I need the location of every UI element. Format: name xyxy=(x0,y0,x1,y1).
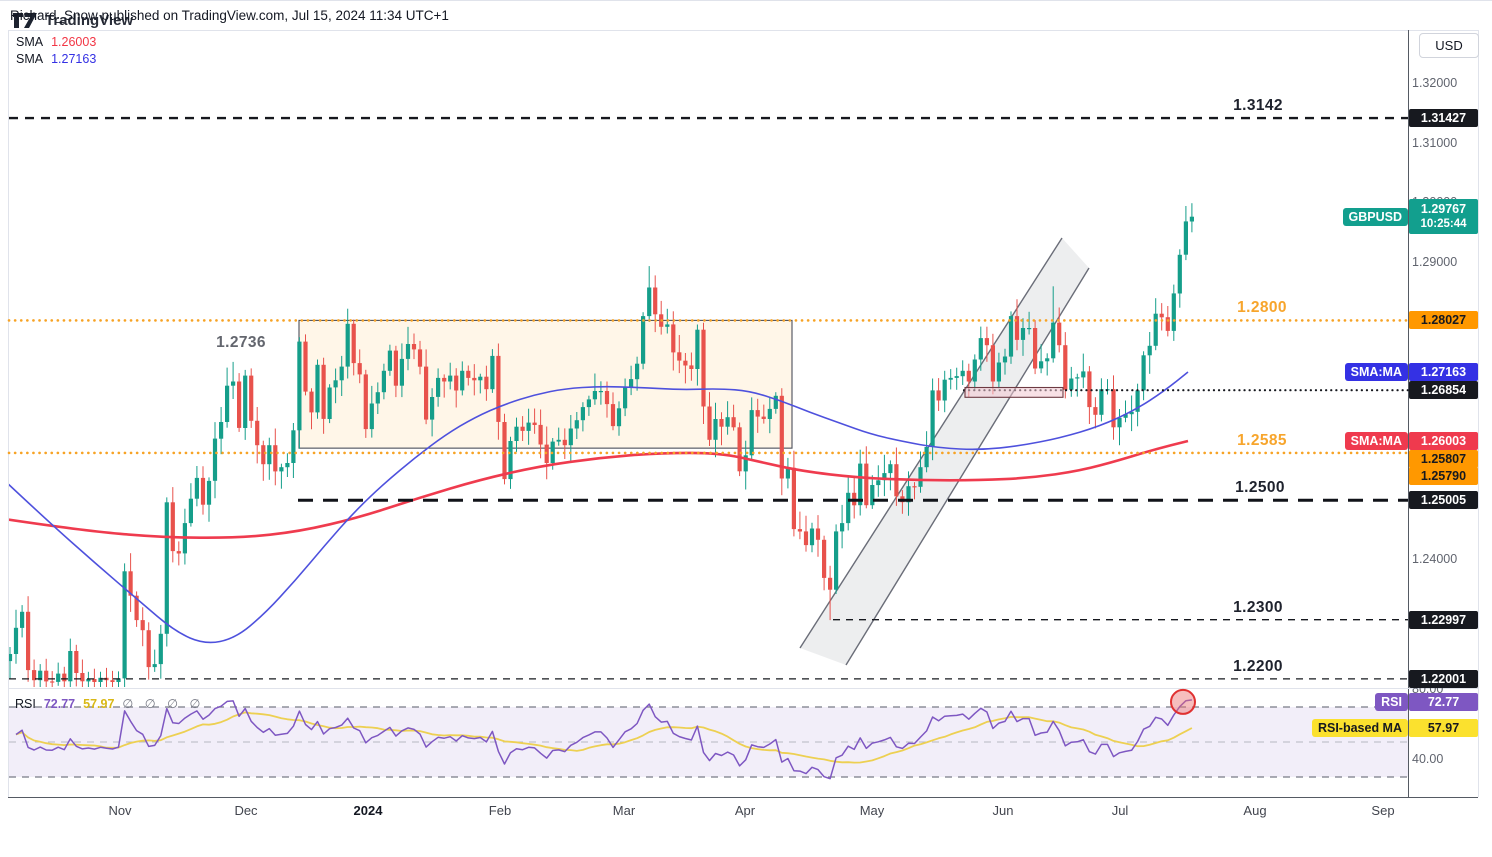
rsi-label: RSI xyxy=(15,697,36,711)
price-tick: 1.24000 xyxy=(1412,552,1458,566)
chart-top-border xyxy=(8,30,1478,31)
sma-legend-row: SMA 1.27163 xyxy=(16,51,96,67)
rsi-peak-circle[interactable] xyxy=(1170,688,1196,715)
indicator-legend[interactable]: SMA 1.26003 SMA 1.27163 xyxy=(16,34,96,68)
series-label-sma-ma: SMA:MA xyxy=(1344,362,1408,381)
time-tick-Feb: Feb xyxy=(488,803,512,818)
price-axis-right-border xyxy=(1478,30,1479,797)
time-tick-Aug: Aug xyxy=(1243,803,1267,818)
time-axis-border xyxy=(8,797,1478,798)
horizontal-level-lines[interactable] xyxy=(7,116,1410,680)
rsi-ma-value: 57.97 xyxy=(83,697,115,711)
rsi-value: 72.77 xyxy=(43,697,76,711)
tradingview-logo-text: TradingView xyxy=(45,12,134,29)
time-tick-Jul: Jul xyxy=(1111,803,1129,818)
sma-legend-row: SMA 1.26003 xyxy=(16,34,96,50)
price-axis-label-1.25005: 1.25005 xyxy=(1409,491,1478,510)
price-axis-label-1.29767: 1.29767 10:25:44 xyxy=(1409,199,1478,235)
price-axis-border xyxy=(1408,30,1409,797)
price-axis-label-1.28027: 1.28027 xyxy=(1409,311,1478,330)
level-label-1.2500: 1.2500 xyxy=(1235,479,1285,497)
price-axis-label-72.77: 72.77 xyxy=(1409,693,1478,712)
sma-label: SMA xyxy=(16,52,44,66)
sma-50-line[interactable] xyxy=(8,371,1189,644)
time-tick-Jun: Jun xyxy=(992,803,1014,818)
rsi-line[interactable] xyxy=(15,699,1192,780)
time-tick-Dec: Dec xyxy=(234,803,258,818)
level-label-1.2585: 1.2585 xyxy=(1237,431,1287,449)
time-tick-Nov: Nov xyxy=(108,803,132,818)
currency-toggle-button[interactable]: USD xyxy=(1419,33,1479,58)
time-tick-Mar: Mar xyxy=(612,803,636,818)
level-label-1.2200: 1.2200 xyxy=(1233,657,1283,675)
series-label-rsi: RSI xyxy=(1375,693,1408,712)
chart-left-border xyxy=(8,30,9,797)
tradingview-logo[interactable]: TradingView xyxy=(12,12,133,29)
price-axis-label-1.31427: 1.31427 xyxy=(1409,109,1478,128)
price-axis-label-1.26854: 1.26854 xyxy=(1409,381,1478,400)
rsi-band xyxy=(9,706,1408,778)
level-label-1.2736: 1.2736 xyxy=(216,333,266,351)
time-tick-2024: 2024 xyxy=(353,803,383,818)
candlestick-series xyxy=(9,203,1194,687)
ascending-channel[interactable] xyxy=(799,237,1090,666)
level-label-1.3142: 1.3142 xyxy=(1233,97,1283,115)
price-axis-label-1.22997: 1.22997 xyxy=(1409,610,1478,629)
sma-200-line[interactable] xyxy=(8,439,1189,540)
series-label-gbpusd: GBPUSD xyxy=(1342,207,1408,226)
time-tick-Apr: Apr xyxy=(734,803,756,818)
level-label-1.2800: 1.2800 xyxy=(1237,299,1287,317)
sma-value: 1.27163 xyxy=(51,52,97,66)
price-axis-label-1.22001: 1.22001 xyxy=(1409,669,1478,688)
time-tick-May: May xyxy=(859,803,885,818)
tradingview-logo-icon xyxy=(13,13,37,28)
attribution-text: Richard_Snow published on TradingView.co… xyxy=(10,8,449,23)
level-label-1.2300: 1.2300 xyxy=(1233,598,1283,616)
rsi-legend[interactable]: RSI 72.77 57.97 ∅ ∅ ∅ ∅ xyxy=(15,696,212,711)
price-tick: 1.29000 xyxy=(1412,254,1458,269)
price-axis-label-57.97: 57.97 xyxy=(1409,719,1478,738)
price-tick: 1.31000 xyxy=(1412,135,1458,150)
sma-value: 1.26003 xyxy=(51,35,97,49)
price-axis-label-1.25807: 1.25807 xyxy=(1409,450,1478,468)
sma-label: SMA xyxy=(16,35,44,49)
price-axis-label-1.25790: 1.25790 xyxy=(1409,467,1478,485)
price-axis-label-1.27163: 1.27163 xyxy=(1409,362,1478,381)
series-label-sma-ma: SMA:MA xyxy=(1344,431,1408,450)
rsi-tick: 40.00 xyxy=(1412,751,1444,766)
price-tick: 1.32000 xyxy=(1412,76,1458,90)
time-axis[interactable] xyxy=(8,797,1408,818)
series-label-rsi-based-ma: RSI-based MA xyxy=(1311,719,1408,738)
rsi-empty-values: ∅ ∅ ∅ ∅ xyxy=(122,697,205,711)
pane-separator xyxy=(8,688,1478,689)
footer-bar: TradingView xyxy=(0,0,1492,40)
time-tick-Sep: Sep xyxy=(1371,803,1395,818)
rsi-ma-line[interactable] xyxy=(15,711,1193,764)
price-axis-label-1.26003: 1.26003 xyxy=(1409,431,1478,450)
support-rectangle[interactable] xyxy=(964,386,1064,398)
